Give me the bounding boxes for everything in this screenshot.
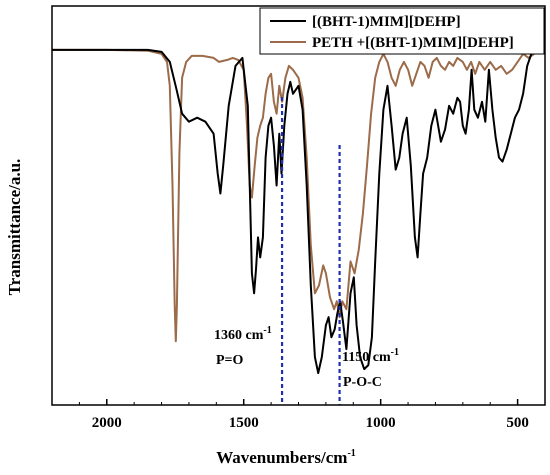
series-line-0 [52,48,543,375]
series-layer [52,48,543,375]
x-ticks: 2000 1500 1000 500 [78,399,529,431]
annotation-label-0: 1360 cm-1 [214,325,272,343]
x-tick-label-3: 500 [506,415,529,431]
x-axis-label-superscript: -1 [347,448,355,459]
x-axis-label: Wavenumbers/cm-1 [216,448,356,467]
annotation-label-1: 1150 cm-1 [342,347,399,365]
annotation-layer: 1360 cm-1 P=O 1150 cm-1 P-O-C [214,97,399,405]
legend: [(BHT-1)MIM][DEHP] PETH +[(BHT-1)MIM][DE… [259,7,545,55]
legend-label-1: PETH +[(BHT-1)MIM][DEHP] [312,35,514,51]
x-tick-label-0: 2000 [92,415,122,431]
legend-label-0: [(BHT-1)MIM][DEHP] [312,14,461,30]
x-tick-label-1: 1500 [229,415,259,431]
x-axis-label-text: Wavenumbers/cm [216,448,347,467]
legend-box [259,7,545,55]
annotation-sublabel-1: P-O-C [343,375,382,390]
y-axis-label: Transmittance/a.u. [5,159,24,296]
annotation-sublabel-0: P=O [216,353,244,368]
series-line-1 [52,48,543,343]
x-tick-label-2: 1000 [366,415,396,431]
